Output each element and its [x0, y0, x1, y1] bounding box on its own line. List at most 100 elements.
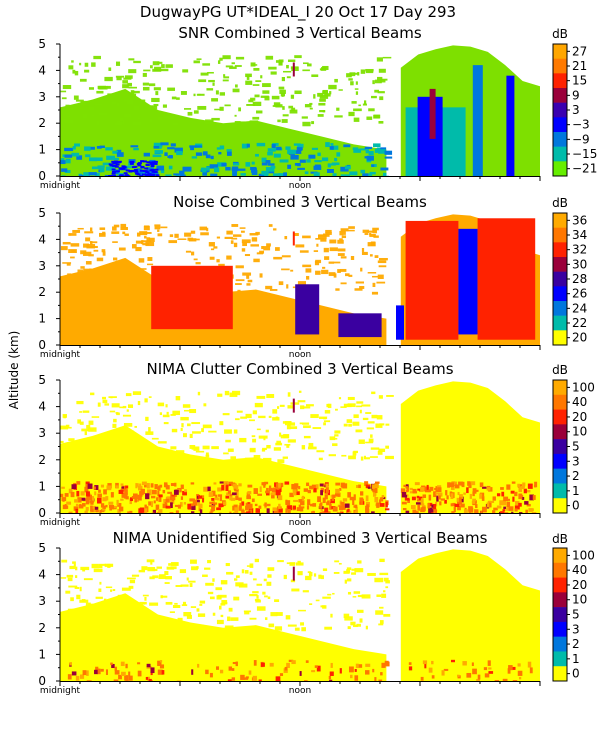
echo-patch — [145, 441, 150, 445]
colorbar-label: −15 — [572, 147, 597, 161]
echo-column — [472, 65, 483, 176]
echo-patch — [283, 574, 287, 580]
echo-patch — [82, 113, 88, 119]
colorbar-swatch — [553, 227, 567, 243]
echo-patch — [142, 72, 147, 77]
echo-patch — [199, 226, 208, 231]
echo-patch — [80, 100, 87, 106]
echo-patch — [67, 447, 77, 451]
echo-patch — [88, 420, 94, 425]
clutter-cell — [427, 502, 433, 507]
clutter-cell — [154, 484, 158, 490]
clutter-cell — [212, 505, 216, 512]
echo-patch — [352, 596, 357, 598]
clutter-cell — [279, 486, 282, 493]
clutter-cell — [487, 502, 492, 508]
echo-column — [429, 88, 436, 139]
echo-cell — [129, 162, 134, 165]
echo-patch — [107, 563, 111, 568]
echo-patch — [68, 233, 77, 236]
echo-patch — [157, 402, 165, 407]
echo-patch — [99, 581, 102, 585]
echo-patch — [68, 107, 74, 111]
echo-cell — [384, 156, 393, 159]
echo-patch — [89, 268, 92, 271]
noon-spike — [292, 62, 295, 77]
echo-patch — [203, 403, 207, 407]
echo-patch — [216, 236, 221, 239]
echo-patch — [147, 567, 156, 572]
echo-patch — [252, 101, 262, 107]
echo-patch — [289, 562, 296, 566]
echo-patch — [117, 594, 122, 598]
echo-cell — [233, 175, 237, 176]
clutter-cell — [496, 505, 502, 509]
echo-patch — [113, 418, 117, 423]
clutter-cell — [97, 668, 101, 675]
echo-patch — [93, 55, 101, 60]
echo-patch — [269, 289, 278, 291]
echo-patch — [154, 226, 161, 230]
echo-patch — [171, 428, 178, 433]
echo-patch — [153, 450, 161, 453]
echo-patch — [275, 247, 280, 251]
echo-patch — [200, 232, 209, 236]
clutter-cell — [406, 487, 410, 492]
echo-patch — [328, 261, 335, 264]
echo-patch — [225, 65, 233, 68]
echo-patch — [98, 112, 108, 116]
echo-patch — [364, 457, 370, 460]
echo-patch — [290, 579, 296, 583]
clutter-cell — [275, 676, 281, 681]
echo-patch — [371, 391, 376, 395]
echo-patch — [60, 246, 68, 251]
echo-patch — [126, 99, 134, 104]
echo-patch — [206, 88, 214, 91]
echo-patch — [138, 439, 148, 444]
clutter-cell — [212, 502, 218, 505]
echo-cell — [142, 160, 147, 163]
echo-patch — [138, 569, 145, 573]
echo-patch — [231, 62, 235, 65]
echo-patch — [353, 624, 358, 628]
clutter-cell — [525, 509, 528, 513]
clutter-cell — [94, 669, 99, 675]
echo-patch — [334, 434, 339, 437]
echo-cell — [287, 149, 297, 154]
echo-patch — [322, 110, 326, 113]
clutter-cell — [459, 497, 462, 503]
echo-patch — [236, 410, 243, 413]
echo-patch — [367, 242, 376, 247]
clutter-cell — [60, 493, 64, 498]
clutter-cell — [125, 680, 129, 681]
clutter-cell — [231, 677, 236, 681]
clutter-cell — [144, 504, 147, 510]
clutter-cell — [77, 497, 82, 503]
clutter-cell — [86, 680, 92, 681]
echo-cell — [119, 167, 124, 170]
clutter-cell — [85, 491, 90, 497]
echo-patch — [298, 390, 302, 393]
echo-patch — [265, 429, 269, 433]
echo-patch — [81, 599, 86, 602]
echo-patch — [122, 605, 132, 610]
echo-patch — [134, 425, 137, 428]
echo-cell — [231, 168, 237, 171]
echo-patch — [176, 97, 180, 100]
clutter-cell — [103, 489, 107, 495]
echo-cell — [380, 167, 389, 171]
echo-patch — [316, 450, 325, 453]
noon-spike — [292, 398, 295, 413]
echo-patch — [297, 281, 306, 286]
clutter-cell — [157, 660, 162, 667]
clutter-cell — [518, 493, 523, 500]
clutter-cell — [63, 505, 69, 509]
echo-cell — [264, 174, 269, 176]
echo-patch — [322, 65, 329, 70]
echo-patch — [196, 608, 200, 612]
clutter-cell — [472, 491, 475, 497]
echo-cell — [160, 142, 169, 146]
echo-patch — [287, 392, 291, 397]
clutter-cell — [515, 501, 520, 506]
echo-patch — [358, 104, 361, 107]
